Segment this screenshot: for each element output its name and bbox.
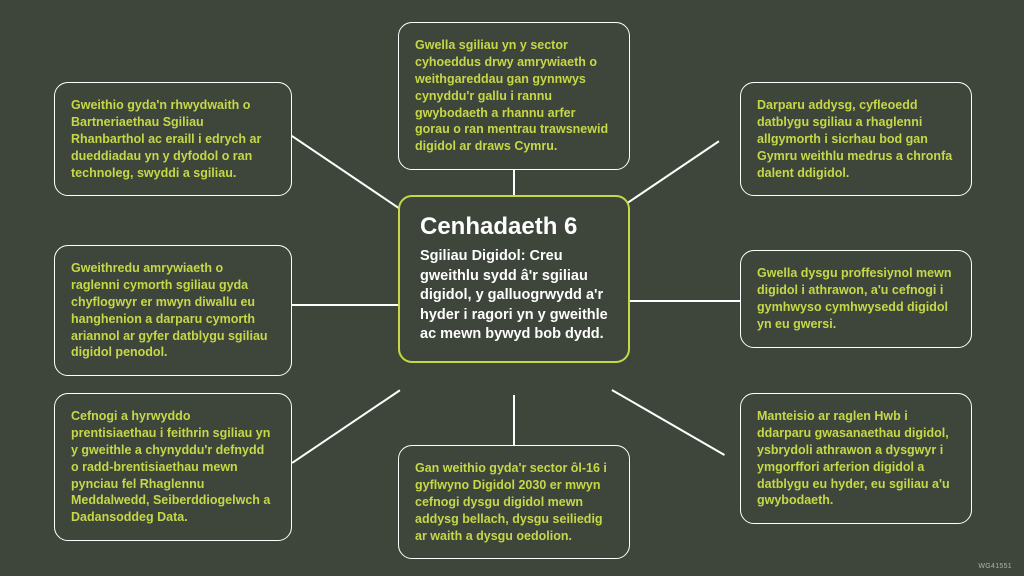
connector-bottom [513, 395, 515, 445]
connector-left-top [292, 135, 401, 209]
center-title: Cenhadaeth 6 [420, 213, 608, 241]
box-left-mid: Gweithredu amrywiaeth o raglenni cymorth… [54, 245, 292, 376]
box-top: Gwella sgiliau yn y sector cyhoeddus drw… [398, 22, 630, 170]
connector-top [513, 170, 515, 195]
center-subtitle: Sgiliau Digidol: Creu gweithlu sydd â'r … [420, 247, 608, 345]
box-bottom: Gan weithio gyda'r sector ôl-16 i gyflwy… [398, 445, 630, 559]
box-left-bot: Cefnogi a hyrwyddo prentisiaethau i feit… [54, 393, 292, 541]
footer-code: WG41551 [978, 563, 1012, 570]
center-box: Cenhadaeth 6 Sgiliau Digidol: Creu gweit… [398, 195, 630, 363]
box-right-mid: Gwella dysgu proffesiynol mewn digidol i… [740, 250, 972, 348]
box-right-bot: Manteisio ar raglen Hwb i ddarparu gwasa… [740, 393, 972, 524]
connector-right-bot [612, 389, 725, 455]
box-left-top: Gweithio gyda'n rhwydwaith o Bartneriaet… [54, 82, 292, 196]
connector-right-mid [630, 300, 740, 302]
box-right-top: Darparu addysg, cyfleoedd datblygu sgili… [740, 82, 972, 196]
connector-left-bot [292, 389, 401, 463]
connector-left-mid [292, 304, 398, 306]
